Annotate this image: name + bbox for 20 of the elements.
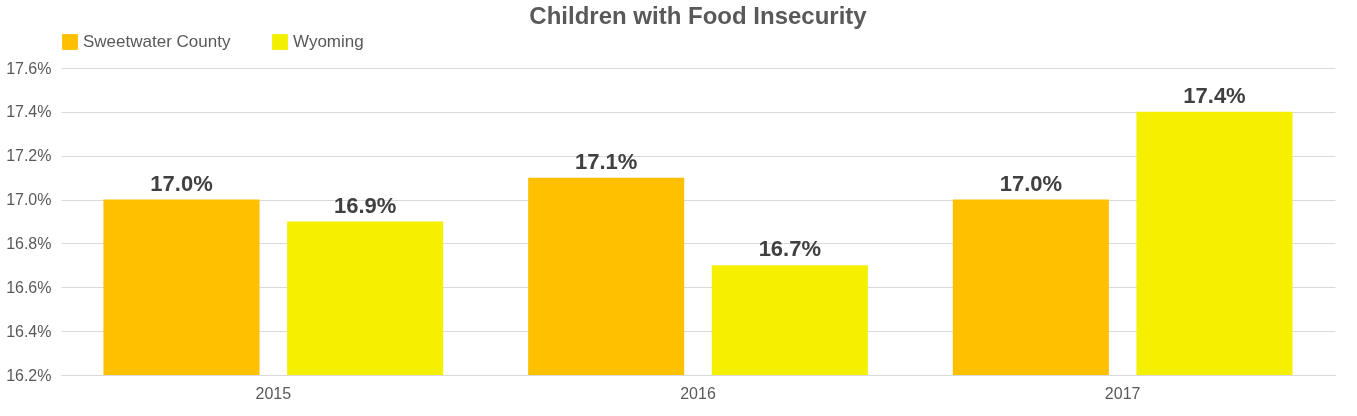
- y-tick-label: 17.0%: [6, 191, 52, 209]
- y-tick-label: 17.2%: [6, 147, 52, 165]
- data-label: 16.7%: [758, 236, 822, 262]
- y-tick-label: 16.2%: [6, 366, 52, 384]
- x-tick-label: 2017: [1104, 384, 1141, 402]
- data-label: 17.0%: [999, 170, 1063, 196]
- y-tick-label: 16.6%: [6, 278, 52, 296]
- data-label: 16.9%: [333, 192, 397, 218]
- data-label: 17.1%: [574, 148, 638, 174]
- y-tick-label: 17.4%: [6, 103, 52, 121]
- chart-title: Children with Food Insecurity: [529, 2, 868, 29]
- legend-label: Wyoming: [293, 32, 364, 51]
- y-tick-label: 16.4%: [6, 322, 52, 340]
- y-tick-label: 16.8%: [6, 234, 52, 252]
- legend-label: Sweetwater County: [83, 32, 231, 51]
- x-tick-label: 2015: [255, 384, 292, 402]
- data-label: 17.0%: [150, 170, 213, 196]
- y-tick-label: 17.6%: [6, 59, 52, 77]
- x-tick-label: 2016: [680, 384, 716, 402]
- data-label: 17.4%: [1183, 82, 1246, 108]
